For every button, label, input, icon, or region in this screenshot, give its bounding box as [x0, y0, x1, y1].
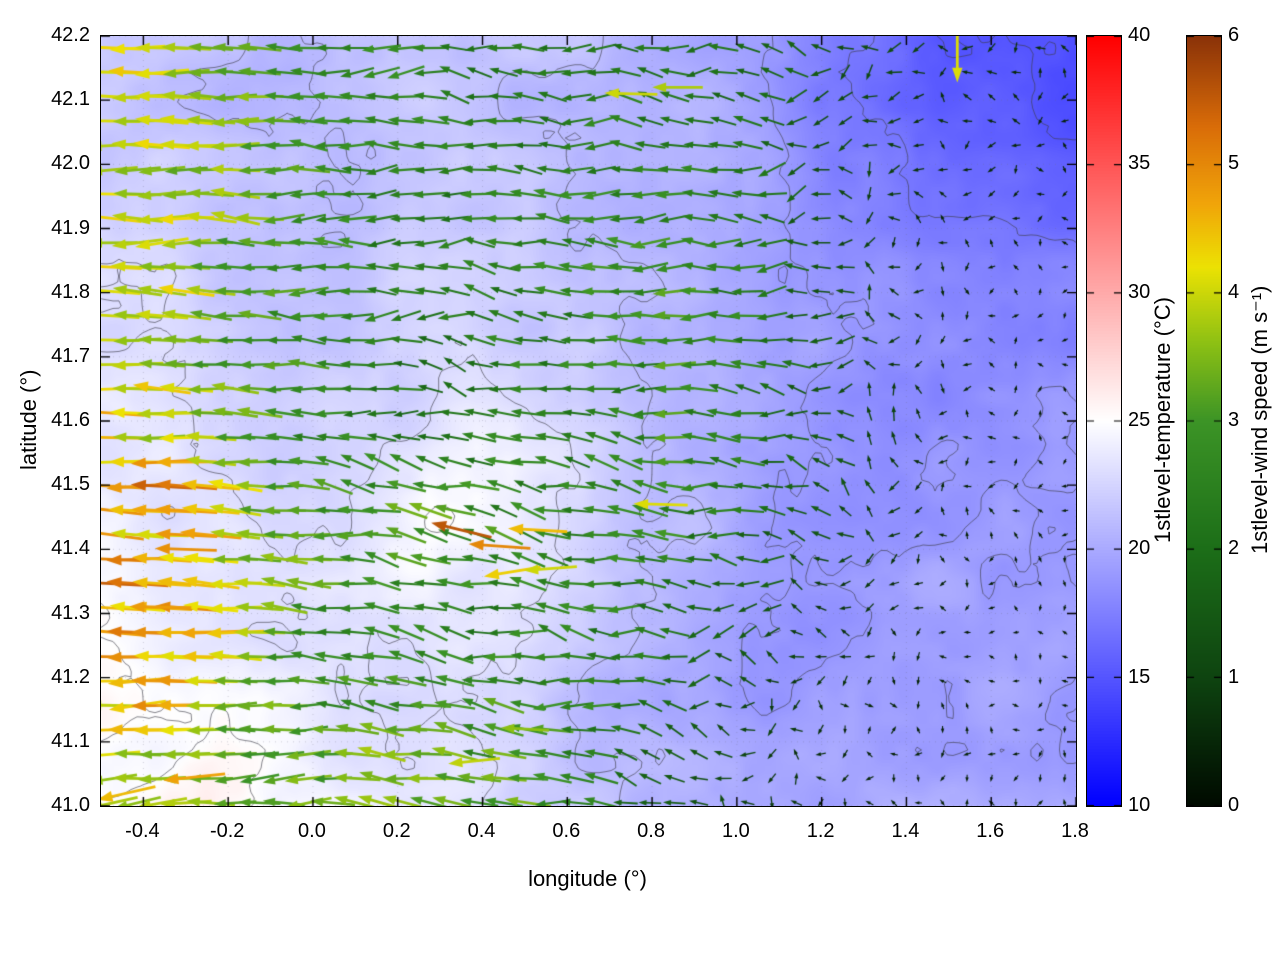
- wind-colorbar-tick-label: 0: [1228, 794, 1240, 816]
- x-tick-label: -0.2: [209, 820, 245, 842]
- wind-colorbar-tick-label: 4: [1228, 280, 1240, 303]
- temperature-colorbar-tick-label: 30: [1128, 280, 1151, 303]
- x-tick-label: 1.6: [976, 820, 1005, 842]
- y-tick-label: 41.8: [51, 280, 90, 303]
- wind-speed-colorbar: [1186, 35, 1222, 807]
- temperature-colorbar-tick-label: 15: [1128, 665, 1151, 688]
- x-tick-label: 0.8: [637, 820, 665, 842]
- wind-colorbar-tick-label: 6: [1228, 24, 1240, 46]
- temperature-colorbar: [1086, 35, 1122, 807]
- x-tick-label: 1.0: [721, 820, 750, 842]
- x-tick-label: 0.6: [552, 820, 581, 842]
- y-tick-label: 41.0: [51, 794, 90, 816]
- temperature-colorbar-tick-label: 35: [1128, 152, 1151, 175]
- x-tick-label: 0.0: [298, 820, 326, 842]
- y-tick-label: 42.1: [51, 88, 90, 111]
- x-tick-label: 1.4: [891, 820, 920, 842]
- temperature-colorbar-title: 1stlevel-temperature (°C): [1150, 297, 1175, 543]
- wind-colorbar-tick-label: 1: [1228, 665, 1240, 688]
- wind-colorbar-tick-label: 5: [1228, 152, 1240, 175]
- temperature-colorbar-tick-label: 10: [1128, 794, 1151, 816]
- wind-temperature-map-canvas: [100, 35, 1077, 807]
- y-tick-label: 41.9: [51, 216, 90, 239]
- y-tick-label: 41.6: [51, 409, 90, 431]
- y-tick-label: 41.2: [51, 665, 90, 688]
- y-tick-label: 41.1: [51, 729, 90, 752]
- wind-speed-colorbar-title: 1stlevel-wind speed (m s⁻¹): [1247, 285, 1272, 555]
- wind-colorbar-tick-label: 3: [1228, 409, 1240, 431]
- y-tick-label: 42.2: [51, 24, 90, 46]
- x-tick-label: 0.4: [467, 820, 496, 842]
- temperature-colorbar-tick-label: 25: [1128, 409, 1151, 431]
- x-tick-label: 0.2: [382, 820, 411, 842]
- temperature-colorbar-tick-label: 20: [1128, 537, 1151, 560]
- y-tick-label: 41.4: [51, 537, 90, 560]
- y-tick-label: 42.0: [51, 152, 90, 175]
- x-tick-label: -0.4: [125, 820, 160, 842]
- wind-colorbar-tick-label: 2: [1228, 537, 1240, 560]
- x-tick-label: 1.8: [1061, 820, 1089, 842]
- x-tick-label: 1.2: [806, 820, 835, 842]
- temperature-colorbar-tick-label: 40: [1128, 24, 1151, 46]
- y-tick-label: 41.7: [51, 344, 90, 367]
- x-axis-title: longitude (°): [528, 866, 647, 891]
- y-tick-label: 41.3: [51, 601, 90, 624]
- y-tick-label: 41.5: [51, 473, 90, 496]
